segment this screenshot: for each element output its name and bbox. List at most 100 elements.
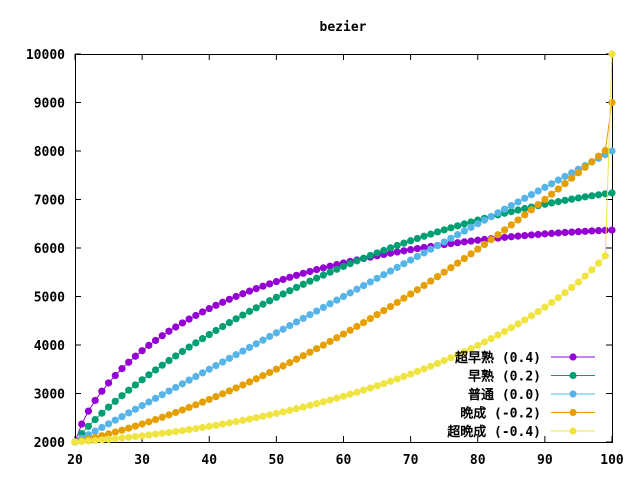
data-point — [427, 277, 435, 285]
legend-item: 早熟 (0.2) — [468, 369, 595, 385]
data-point — [111, 416, 119, 424]
data-point — [568, 174, 576, 182]
data-point — [172, 352, 180, 360]
data-point — [125, 386, 133, 394]
data-point — [588, 192, 596, 200]
data-point — [279, 325, 287, 333]
data-point — [145, 431, 153, 439]
data-point — [326, 300, 334, 308]
x-tick-label: 70 — [403, 453, 419, 468]
data-point — [427, 230, 435, 238]
data-point — [400, 247, 408, 255]
data-point — [198, 369, 207, 377]
data-point — [111, 435, 119, 443]
data-point — [413, 234, 421, 243]
data-point — [400, 239, 408, 247]
data-point — [131, 422, 140, 430]
data-point — [219, 298, 227, 306]
data-point — [494, 231, 502, 239]
data-point — [454, 222, 462, 230]
data-point — [306, 401, 314, 409]
legend-swatch-marker — [569, 408, 577, 417]
data-point — [568, 169, 576, 177]
data-point — [601, 226, 609, 234]
data-point — [232, 418, 240, 426]
data-point — [467, 250, 475, 258]
data-point — [299, 352, 307, 360]
data-point — [594, 259, 603, 267]
data-point — [151, 336, 160, 345]
data-point — [433, 273, 442, 281]
x-tick-label: 80 — [470, 453, 486, 468]
data-point — [407, 237, 415, 245]
data-point — [541, 303, 549, 311]
y-tick-label: 8000 — [34, 145, 65, 160]
data-point — [313, 266, 321, 274]
data-point — [172, 408, 180, 417]
data-point — [527, 231, 536, 239]
data-point — [393, 298, 401, 307]
data-point — [212, 326, 220, 335]
data-point — [547, 180, 556, 188]
series-2 — [71, 147, 616, 446]
data-point — [165, 387, 173, 395]
legend-swatch-marker — [569, 427, 577, 435]
data-point — [554, 229, 562, 237]
data-point — [561, 289, 569, 297]
legend-label: 早熟 (0.2) — [468, 369, 541, 385]
y-tick-label: 6000 — [34, 242, 65, 257]
data-point — [373, 382, 381, 390]
data-point — [460, 348, 468, 356]
data-point — [594, 152, 603, 160]
data-point — [581, 193, 589, 201]
data-point — [574, 278, 583, 286]
data-point — [521, 204, 529, 213]
data-point — [178, 319, 186, 327]
data-point — [474, 341, 482, 349]
data-point — [380, 307, 388, 315]
data-point — [252, 375, 260, 383]
data-point — [407, 256, 415, 264]
data-point — [346, 260, 354, 268]
data-point — [547, 229, 556, 237]
x-tick-label: 50 — [269, 453, 285, 468]
data-point — [460, 220, 468, 228]
data-point — [266, 368, 274, 377]
data-point — [151, 366, 160, 374]
data-point — [104, 430, 113, 438]
data-point — [413, 286, 421, 294]
data-point — [346, 289, 354, 297]
data-point — [158, 332, 166, 340]
data-point — [319, 264, 327, 272]
y-tick-label: 2000 — [34, 436, 65, 451]
x-tick-label: 90 — [537, 453, 553, 468]
data-point — [581, 163, 589, 171]
data-point — [427, 362, 435, 370]
data-point — [568, 195, 576, 203]
data-point — [292, 271, 301, 279]
data-point — [245, 415, 254, 423]
data-point — [212, 362, 220, 370]
data-point — [574, 194, 583, 202]
data-point — [104, 435, 113, 443]
data-point — [554, 176, 562, 184]
y-tick-label: 9000 — [34, 97, 65, 112]
data-point — [601, 252, 609, 260]
data-point — [474, 220, 482, 228]
data-point — [252, 414, 260, 422]
data-point — [534, 307, 542, 316]
data-point — [192, 372, 200, 381]
data-point — [125, 433, 133, 441]
data-point — [608, 98, 616, 107]
y-tick-label: 5000 — [34, 291, 65, 306]
data-point — [172, 383, 180, 392]
data-point — [165, 411, 173, 419]
data-point — [319, 303, 327, 312]
data-point — [151, 415, 160, 424]
data-point — [433, 241, 442, 250]
data-point — [111, 371, 119, 380]
series-layer — [71, 50, 616, 446]
data-point — [386, 244, 395, 252]
data-point — [447, 224, 455, 232]
data-point — [494, 209, 502, 217]
